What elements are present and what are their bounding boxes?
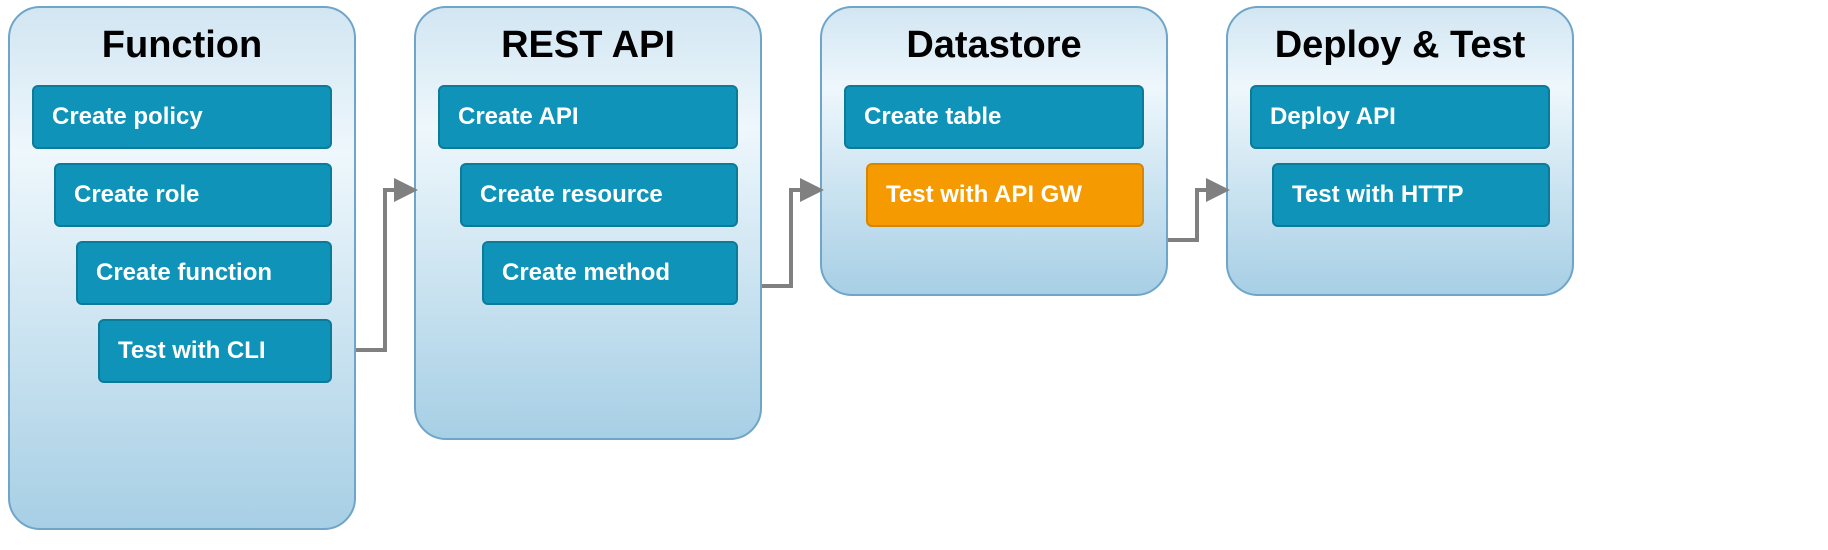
stage-title: Deploy & Test [1250,24,1550,67]
stage-title: REST API [438,24,738,67]
stage-restapi: REST API Create API Create resource Crea… [414,6,762,440]
step-item: Create table [844,85,1144,149]
step-item: Create policy [32,85,332,149]
step-item: Deploy API [1250,85,1550,149]
stage-function: Function Create policy Create role Creat… [8,6,356,530]
step-item: Test with API GW [866,163,1144,227]
step-item: Test with HTTP [1272,163,1550,227]
step-item: Create function [76,241,332,305]
step-item: Create API [438,85,738,149]
stage-title: Datastore [844,24,1144,67]
step-item: Create resource [460,163,738,227]
step-item: Create role [54,163,332,227]
stage-deploytest: Deploy & Test Deploy API Test with HTTP [1226,6,1574,296]
step-item: Test with CLI [98,319,332,383]
step-item: Create method [482,241,738,305]
stage-datastore: Datastore Create table Test with API GW [820,6,1168,296]
stage-title: Function [32,24,332,67]
